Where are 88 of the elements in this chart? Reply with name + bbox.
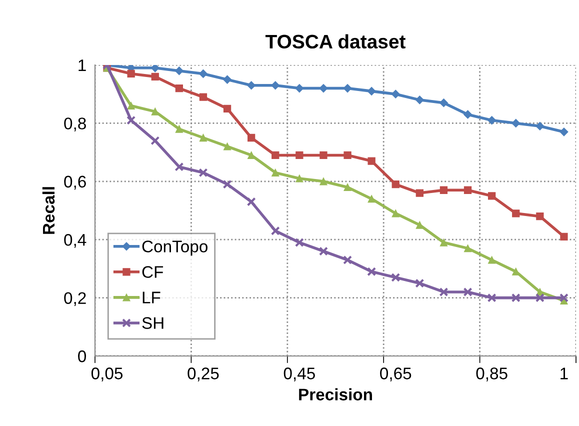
point (464, 186, 472, 194)
x-tick-label: 0,65 (380, 368, 412, 382)
legend-label: ConTopo (142, 240, 208, 256)
point (248, 134, 256, 142)
point (344, 183, 352, 192)
point (175, 84, 183, 92)
chart-title: TOSCA dataset (265, 34, 406, 49)
point (367, 86, 376, 96)
point (511, 293, 520, 302)
point (343, 84, 352, 93)
y-tick-label: 0 (78, 350, 86, 362)
point (368, 195, 376, 203)
point (512, 118, 520, 128)
point (463, 110, 472, 119)
x-axis-title: Precision (299, 388, 372, 400)
point (198, 69, 208, 78)
point (536, 122, 544, 130)
point (223, 104, 232, 112)
point (151, 72, 159, 80)
point (440, 186, 448, 194)
point (320, 151, 328, 160)
point (246, 197, 256, 206)
point (318, 246, 328, 256)
point (222, 75, 232, 84)
point (440, 238, 448, 246)
y-tick-label: 0,6 (64, 176, 86, 190)
y-tick-label: 0,2 (64, 292, 86, 306)
point (536, 212, 544, 220)
point (272, 168, 280, 176)
point (488, 256, 496, 264)
x-tick-label: 0,25 (188, 368, 219, 382)
point (512, 210, 520, 218)
point (127, 102, 135, 110)
point (319, 84, 328, 93)
point (272, 151, 280, 160)
point (416, 189, 424, 197)
x-tick-label: 1 (560, 368, 568, 380)
point (488, 192, 496, 200)
point (174, 162, 184, 172)
point (391, 272, 400, 282)
point (439, 98, 448, 108)
point (391, 90, 400, 98)
legend-label: LF (142, 292, 160, 304)
point (199, 134, 208, 142)
y-tick-label: 0,8 (64, 118, 86, 132)
point (296, 174, 304, 182)
point (296, 151, 304, 160)
legend-label: CF (142, 266, 164, 278)
x-tick-label: 0,85 (476, 368, 508, 382)
y-tick-label: 1 (78, 60, 86, 72)
legend-label: SH (142, 317, 164, 329)
point (367, 267, 376, 276)
point (174, 66, 184, 76)
point (392, 210, 400, 218)
point (368, 157, 376, 165)
point (535, 293, 544, 302)
point (126, 116, 136, 125)
point (559, 293, 568, 302)
point (464, 244, 472, 252)
point (223, 142, 232, 150)
point (127, 70, 135, 78)
point (270, 226, 280, 236)
point (415, 278, 424, 288)
point (416, 221, 424, 229)
point (150, 136, 160, 146)
x-tick-label: 0,05 (91, 368, 123, 382)
point (271, 81, 280, 90)
point (343, 255, 352, 264)
point (175, 125, 183, 133)
point (151, 108, 159, 116)
point (415, 96, 424, 104)
point (320, 178, 328, 186)
point (222, 180, 232, 189)
point (198, 168, 208, 178)
y-tick-label: 0,4 (64, 234, 86, 248)
point (488, 116, 496, 125)
point (294, 238, 304, 248)
point (439, 287, 448, 296)
y-axis-title: Recall (42, 187, 55, 234)
point (150, 65, 160, 72)
point (560, 128, 568, 136)
point (344, 151, 352, 160)
x-tick-label: 0,45 (284, 368, 315, 382)
point (199, 93, 208, 101)
point (392, 180, 400, 188)
point (463, 287, 472, 296)
point (487, 293, 496, 302)
point (560, 232, 568, 241)
